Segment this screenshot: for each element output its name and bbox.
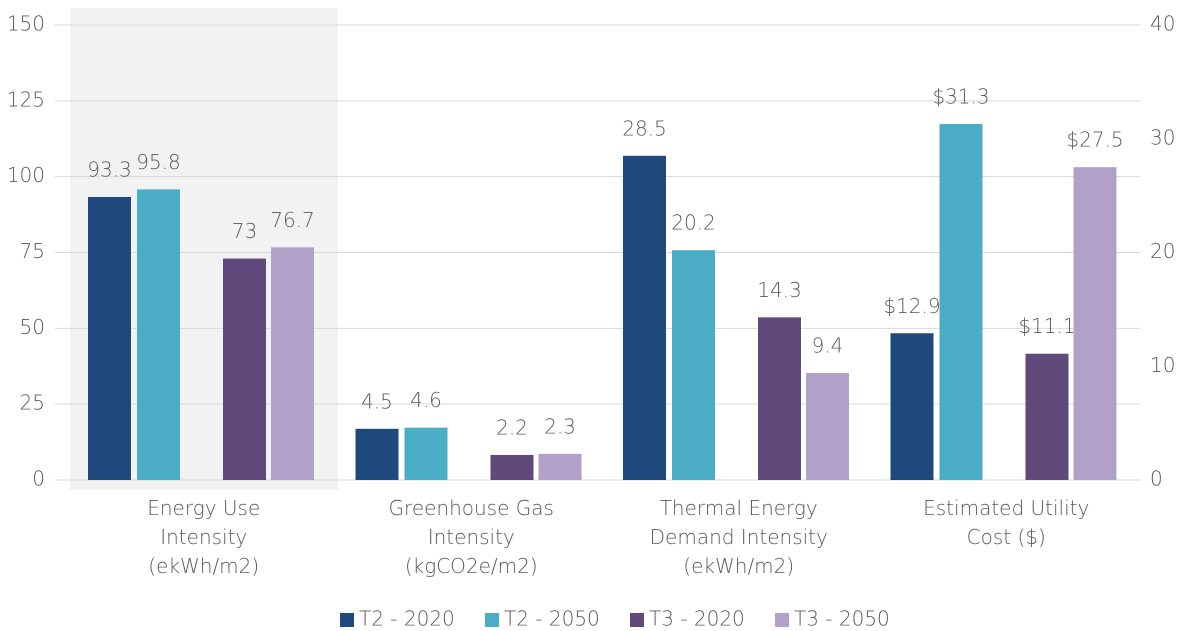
data-label: 20.2 (671, 211, 716, 235)
data-label: $31.3 (932, 84, 989, 108)
bar (806, 373, 849, 480)
y2-tick-label: 40 (1150, 12, 1175, 36)
legend-label: T2 - 2050 (504, 607, 600, 631)
x-tick-label: Greenhouse Gas Intensity (kgCO2e/m2) (388, 496, 554, 578)
legend-swatch (775, 613, 789, 627)
bar (1025, 353, 1069, 480)
y-tick-label: 100 (7, 163, 45, 187)
legend-label: T3 - 2020 (649, 607, 745, 631)
x-tick-label: Energy Use Intensity (ekWh/m2) (147, 496, 261, 578)
y-tick-label: 125 (7, 87, 45, 111)
y-tick-label: 150 (7, 12, 45, 36)
data-label: 73 (232, 219, 257, 243)
y-tick-label: 25 (20, 391, 45, 415)
legend-swatch (630, 613, 644, 627)
y2-tick-label: 10 (1150, 353, 1175, 377)
bar (88, 196, 131, 481)
x-tick-label: Thermal Energy Demand Intensity (ekWh/m2… (649, 496, 828, 578)
data-label: 9.4 (812, 334, 844, 358)
y-tick-label: 0 (32, 467, 45, 491)
bar (355, 428, 399, 480)
data-label: $12.9 (883, 294, 940, 318)
bar (137, 189, 180, 480)
bar (223, 258, 266, 480)
data-label: 28.5 (622, 116, 667, 140)
bar (672, 250, 715, 480)
data-label: 95.8 (136, 150, 181, 174)
data-label: 2.3 (544, 414, 576, 438)
legend-swatch (340, 613, 354, 627)
data-label: 4.6 (410, 388, 442, 412)
legend-swatch (485, 613, 499, 627)
bar (404, 427, 448, 480)
y-tick-label: 75 (20, 239, 45, 263)
x-tick-label: Estimated Utility Cost ($) (923, 496, 1090, 549)
legend-label: T3 - 2050 (794, 607, 890, 631)
data-label: $27.5 (1066, 128, 1123, 152)
y-tick-label: 50 (20, 315, 45, 339)
bar (490, 454, 534, 480)
bar (939, 123, 983, 481)
bar (623, 155, 666, 480)
data-label: 14.3 (757, 278, 802, 302)
bar (758, 317, 801, 480)
bar (1073, 167, 1117, 480)
data-label: 4.5 (361, 389, 393, 413)
bar (890, 333, 934, 480)
y2-tick-label: 30 (1150, 125, 1175, 149)
legend-label: T2 - 2020 (359, 607, 455, 631)
bar (271, 247, 314, 480)
y2-tick-label: 0 (1150, 467, 1163, 491)
bar (538, 453, 582, 480)
y2-tick-label: 20 (1150, 239, 1175, 263)
data-label: 76.7 (270, 208, 315, 232)
data-label: $11.1 (1018, 314, 1075, 338)
data-label: 2.2 (496, 415, 528, 439)
data-label: 93.3 (87, 157, 132, 181)
